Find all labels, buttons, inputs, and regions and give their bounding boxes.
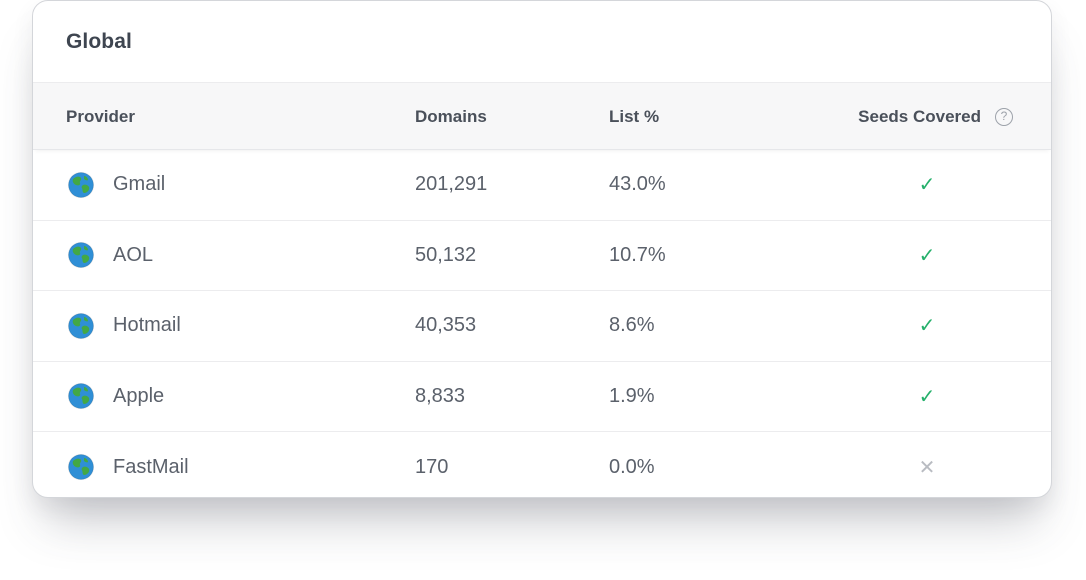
help-icon[interactable]: ? — [995, 107, 1013, 126]
table-row[interactable]: FastMail 170 0.0% ✕ — [33, 432, 1051, 497]
global-providers-card: Global Provider Domains List % Seeds Cov… — [32, 0, 1052, 498]
list-percent-cell: 43.0% — [609, 173, 666, 196]
checkmark-icon: ✓ — [918, 174, 936, 197]
seeds-covered-cell: ✓ — [913, 150, 941, 220]
checkmark-icon: ✓ — [918, 244, 936, 267]
column-header-provider[interactable]: Provider — [66, 106, 135, 126]
seeds-covered-cell: ✕ — [913, 432, 941, 497]
card-title: Global — [66, 29, 132, 53]
list-percent-cell: 8.6% — [609, 314, 655, 337]
card-header: Global — [33, 1, 1051, 83]
provider-cell: Apple — [68, 362, 164, 432]
domains-cell: 8,833 — [415, 384, 466, 407]
table-row[interactable]: Gmail 201,291 43.0% ✓ — [33, 150, 1051, 221]
globe-icon — [68, 242, 94, 269]
globe-icon — [68, 312, 94, 339]
column-header-list-percent[interactable]: List % — [609, 106, 660, 126]
provider-cell: Gmail — [68, 150, 165, 220]
table-row[interactable]: Apple 8,833 1.9% ✓ — [33, 362, 1051, 432]
globe-icon — [68, 454, 94, 481]
table-header: Provider Domains List % Seeds Covered ? — [33, 83, 1051, 150]
globe-icon — [68, 171, 94, 198]
checkmark-icon: ✓ — [918, 385, 936, 408]
table-row[interactable]: Hotmail 40,353 8.6% ✓ — [33, 291, 1051, 362]
checkmark-icon: ✓ — [918, 315, 936, 338]
provider-name: FastMail — [113, 455, 189, 478]
table-row[interactable]: AOL 50,132 10.7% ✓ — [33, 221, 1051, 291]
seeds-covered-label: Seeds Covered — [858, 106, 981, 126]
provider-cell: Hotmail — [68, 291, 181, 361]
provider-name: Apple — [113, 384, 165, 407]
column-header-domains[interactable]: Domains — [415, 106, 487, 126]
provider-cell: AOL — [68, 221, 153, 291]
seeds-covered-cell: ✓ — [913, 291, 941, 361]
seeds-covered-cell: ✓ — [913, 362, 941, 432]
globe-icon — [68, 383, 94, 410]
domains-cell: 50,132 — [415, 243, 477, 266]
domains-cell: 201,291 — [415, 173, 488, 196]
domains-cell: 40,353 — [415, 314, 477, 337]
list-percent-cell: 10.7% — [609, 243, 666, 266]
table-body: Gmail 201,291 43.0% ✓ AOL 50,132 10.7% ✓ Hotmail… — [33, 150, 1051, 497]
column-header-seeds-covered[interactable]: Seeds Covered ? — [858, 83, 1013, 150]
provider-name: AOL — [113, 243, 154, 266]
provider-name: Hotmail — [113, 314, 181, 337]
seeds-covered-cell: ✓ — [913, 221, 941, 291]
cross-icon: ✕ — [918, 456, 936, 479]
provider-cell: FastMail — [68, 432, 189, 497]
list-percent-cell: 1.9% — [609, 384, 655, 407]
domains-cell: 170 — [415, 455, 449, 478]
provider-name: Gmail — [113, 173, 166, 196]
list-percent-cell: 0.0% — [609, 455, 655, 478]
